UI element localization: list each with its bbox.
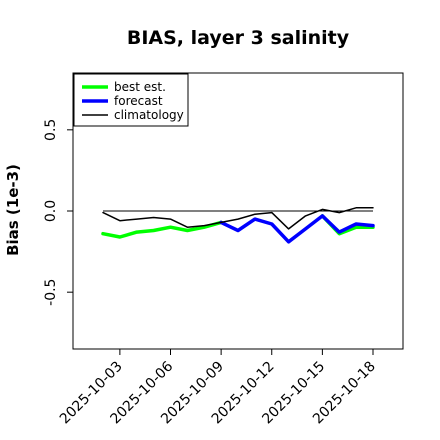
y-tick-label: -0.5 xyxy=(43,279,59,306)
y-tick-label: 0.5 xyxy=(43,119,59,141)
y-axis-label: Bias (1e-3) xyxy=(4,164,22,256)
legend-label: best est. xyxy=(114,80,166,94)
series-line-forecast xyxy=(219,214,375,244)
legend-label: forecast xyxy=(114,94,163,108)
series-layer xyxy=(101,207,375,244)
y-axis: -0.5 0.0 0.5 xyxy=(43,119,73,306)
y-tick-label: 0.0 xyxy=(43,200,59,222)
x-axis: 2025-10-032025-10-062025-10-092025-10-12… xyxy=(57,349,379,427)
series-line-best-est xyxy=(101,220,223,239)
chart-title: BIAS, layer 3 salinity xyxy=(127,27,350,49)
legend-label: climatology xyxy=(114,108,184,122)
series-line-climatology xyxy=(102,207,374,230)
